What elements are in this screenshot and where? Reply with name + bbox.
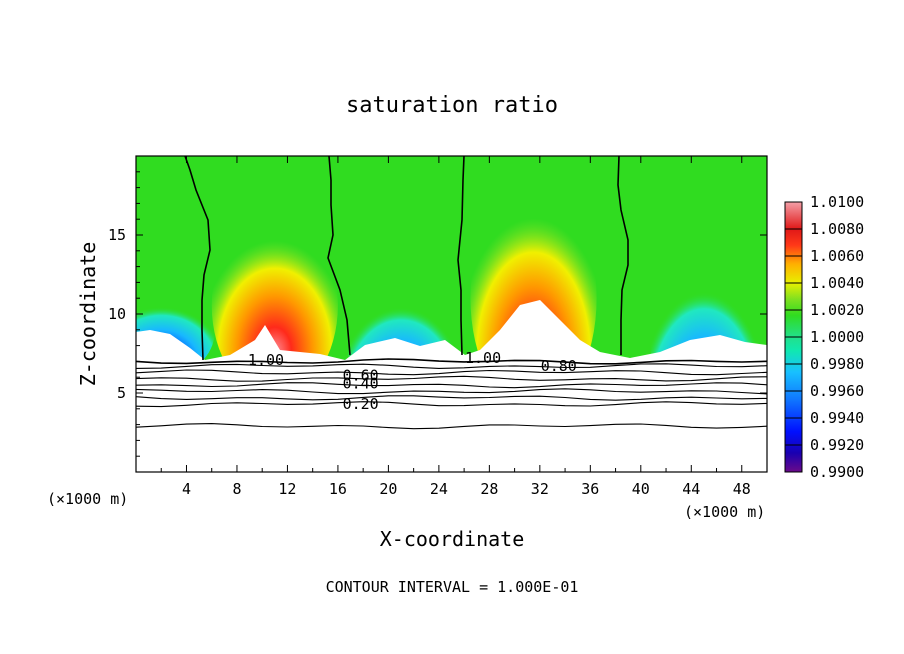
contour-line: [617, 156, 629, 355]
x-tick-label: 8: [232, 480, 241, 498]
colorbar-tick-label: 1.0100: [810, 193, 864, 211]
x-tick-label: 20: [379, 480, 397, 498]
colorbar: 1.0100 1.0080 1.0060 1.0040 1.0020 1.0000 0.99…: [784, 193, 864, 481]
contour-line: [136, 375, 767, 382]
contour-line: [136, 395, 767, 401]
contour-line: [136, 358, 767, 365]
contour-label: 0.20: [343, 395, 379, 413]
y-tick-label: 10: [108, 305, 126, 323]
plot-area: 1.00 1.00 0.80 0.600.40 0.20: [136, 156, 767, 472]
y-tick-label: 15: [108, 226, 126, 244]
colorbar-tick-label: 0.9980: [810, 355, 864, 373]
chart-title: saturation ratio: [346, 93, 558, 118]
contour-line: [184, 156, 211, 361]
x-tick-label: 16: [329, 480, 347, 498]
x-tick-label: 36: [581, 480, 599, 498]
contour-label: 0.80: [541, 357, 577, 375]
x-tick-label: 44: [682, 480, 700, 498]
contour-layer: [136, 358, 767, 430]
contour-label: 1.00: [465, 349, 501, 367]
contour-line: [136, 369, 767, 376]
y-tick-label: 5: [117, 384, 126, 402]
contour-label: 1.00: [248, 351, 284, 369]
colorbar-tick-label: 0.9960: [810, 382, 864, 400]
contour-line: [457, 156, 465, 356]
contour-line: [327, 156, 351, 356]
colorbar-tick-label: 1.0080: [810, 220, 864, 238]
colorbar-tick-label: 1.0040: [810, 274, 864, 292]
x-tick-label: 12: [278, 480, 296, 498]
x-tick-label: 48: [733, 480, 751, 498]
contour-label: 0.40: [343, 375, 379, 393]
colorbar-tick-label: 1.0000: [810, 328, 864, 346]
contour-line: [136, 401, 767, 408]
colorbar-ticks: 1.0100 1.0080 1.0060 1.0040 1.0020 1.0000 0.99…: [785, 193, 864, 481]
x-tick-label: 32: [531, 480, 549, 498]
x-axis: 4 8 12 16 20 24 28 32 36 40 44 48: [160, 156, 751, 498]
contour-line: [136, 363, 767, 369]
x-axis-label: X-coordinate: [380, 527, 525, 551]
x-unit-label-left: (×1000 m): [47, 490, 128, 508]
x-tick-label: 4: [182, 480, 191, 498]
x-tick-label: 28: [480, 480, 498, 498]
colorbar-tick-label: 0.9940: [810, 409, 864, 427]
y-axis: 5 10 15: [108, 171, 767, 457]
x-unit-label-right: (×1000 m): [684, 503, 765, 521]
cloud-base-mask: [136, 300, 767, 472]
contour-line: [136, 423, 767, 430]
contour-label: 0.60: [343, 367, 379, 385]
colorbar-tick-label: 0.9900: [810, 463, 864, 481]
colorbar-tick-label: 1.0020: [810, 301, 864, 319]
vertical-contours: [184, 156, 629, 361]
y-axis-label: Z-coordinate: [76, 242, 100, 387]
x-tick-label: 40: [632, 480, 650, 498]
contour-labels: 1.00 1.00 0.80 0.600.40 0.20: [248, 349, 577, 413]
contour-interval-note: CONTOUR INTERVAL = 1.000E-01: [326, 578, 579, 596]
colorbar-tick-label: 0.9920: [810, 436, 864, 454]
colorbar-tick-label: 1.0060: [810, 247, 864, 265]
contour-line: [136, 388, 767, 395]
x-tick-label: 24: [430, 480, 448, 498]
contour-line: [136, 382, 767, 389]
